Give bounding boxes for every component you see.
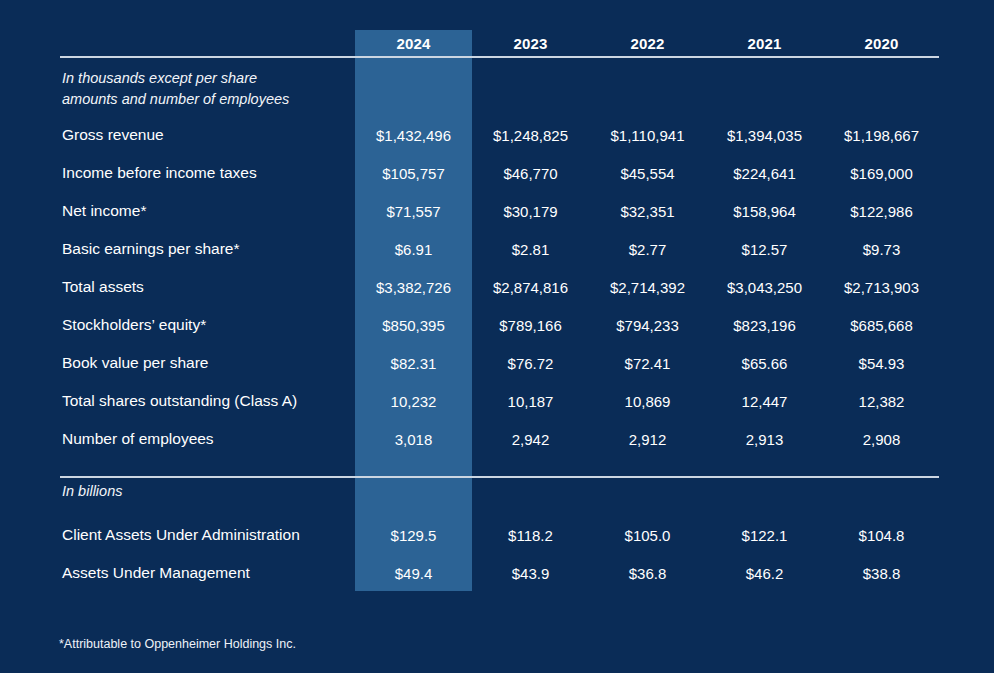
cell-value: $76.72: [472, 355, 589, 372]
cell-value: $1,110,941: [589, 127, 706, 144]
cell-value: $9.73: [823, 241, 940, 258]
units-note-line-2: amounts and number of employees: [62, 89, 289, 110]
row-label: Total shares outstanding (Class A): [62, 392, 355, 410]
table-row: Income before income taxes $105,757 $46,…: [0, 154, 994, 192]
thousands-section-rows: Gross revenue $1,432,496 $1,248,825 $1,1…: [0, 116, 994, 458]
cell-value: $1,198,667: [823, 127, 940, 144]
row-label: Net income*: [62, 202, 355, 220]
cell-value: $2.77: [589, 241, 706, 258]
cell-value: 10,869: [589, 393, 706, 410]
table-row: Book value per share $82.31 $76.72 $72.4…: [0, 344, 994, 382]
cell-value: $105,757: [355, 165, 472, 182]
cell-value: $2,714,392: [589, 279, 706, 296]
year-header-2021: 2021: [706, 35, 823, 52]
cell-value: $1,248,825: [472, 127, 589, 144]
cell-value: $158,964: [706, 203, 823, 220]
cell-value: $794,233: [589, 317, 706, 334]
cell-value: $65.66: [706, 355, 823, 372]
cell-value: $12.57: [706, 241, 823, 258]
attribution-footnote: *Attributable to Oppenheimer Holdings In…: [59, 637, 296, 651]
units-note-thousands: In thousands except per share amounts an…: [62, 68, 289, 110]
cell-value: $129.5: [355, 527, 472, 544]
table-row: Total assets $3,382,726 $2,874,816 $2,71…: [0, 268, 994, 306]
cell-value: $46.2: [706, 565, 823, 582]
row-label: Assets Under Management: [62, 564, 355, 582]
cell-value: $82.31: [355, 355, 472, 372]
cell-value: $46,770: [472, 165, 589, 182]
table-row: Basic earnings per share* $6.91 $2.81 $2…: [0, 230, 994, 268]
cell-value: $30,179: [472, 203, 589, 220]
table-row: Net income* $71,557 $30,179 $32,351 $158…: [0, 192, 994, 230]
cell-value: $122,986: [823, 203, 940, 220]
cell-value: $3,043,250: [706, 279, 823, 296]
cell-value: $2.81: [472, 241, 589, 258]
cell-value: $1,432,496: [355, 127, 472, 144]
units-note-line-1: In thousands except per share: [62, 68, 289, 89]
cell-value: $49.4: [355, 565, 472, 582]
row-label: Basic earnings per share*: [62, 240, 355, 258]
cell-value: $6.91: [355, 241, 472, 258]
cell-value: $122.1: [706, 527, 823, 544]
cell-value: $71,557: [355, 203, 472, 220]
cell-value: $685,668: [823, 317, 940, 334]
table-row: Number of employees 3,018 2,942 2,912 2,…: [0, 420, 994, 458]
table-row: Stockholders’ equity* $850,395 $789,166 …: [0, 306, 994, 344]
cell-value: 10,232: [355, 393, 472, 410]
row-label: Book value per share: [62, 354, 355, 372]
cell-value: $104.8: [823, 527, 940, 544]
table-row: Assets Under Management $49.4 $43.9 $36.…: [0, 554, 994, 592]
row-label: Gross revenue: [62, 126, 355, 144]
cell-value: $45,554: [589, 165, 706, 182]
table-row: Gross revenue $1,432,496 $1,248,825 $1,1…: [0, 116, 994, 154]
cell-value: $38.8: [823, 565, 940, 582]
cell-value: $54.93: [823, 355, 940, 372]
cell-value: $823,196: [706, 317, 823, 334]
cell-value: $36.8: [589, 565, 706, 582]
cell-value: 2,913: [706, 431, 823, 448]
cell-value: 12,447: [706, 393, 823, 410]
table-row: Client Assets Under Administration $129.…: [0, 516, 994, 554]
year-header-2022: 2022: [589, 35, 706, 52]
units-note-billions: In billions: [62, 483, 122, 499]
row-label: Number of employees: [62, 430, 355, 448]
cell-value: 2,908: [823, 431, 940, 448]
cell-value: $224,641: [706, 165, 823, 182]
cell-value: $850,395: [355, 317, 472, 334]
cell-value: $32,351: [589, 203, 706, 220]
cell-value: $43.9: [472, 565, 589, 582]
cell-value: $2,874,816: [472, 279, 589, 296]
financial-highlights-table: 2024 2023 2022 2021 2020 In thousands ex…: [0, 0, 994, 673]
year-header-2024: 2024: [355, 35, 472, 52]
section-divider-line: [60, 476, 939, 478]
row-label: Stockholders’ equity*: [62, 316, 355, 334]
row-label: Total assets: [62, 278, 355, 296]
cell-value: $118.2: [472, 527, 589, 544]
billions-section-rows: Client Assets Under Administration $129.…: [0, 516, 994, 592]
cell-value: 3,018: [355, 431, 472, 448]
header-divider-line: [60, 56, 939, 58]
cell-value: $789,166: [472, 317, 589, 334]
cell-value: $1,394,035: [706, 127, 823, 144]
year-header-2020: 2020: [823, 35, 940, 52]
row-label: Income before income taxes: [62, 164, 355, 182]
cell-value: $105.0: [589, 527, 706, 544]
cell-value: 2,912: [589, 431, 706, 448]
cell-value: $169,000: [823, 165, 940, 182]
row-label: Client Assets Under Administration: [62, 526, 355, 544]
cell-value: 12,382: [823, 393, 940, 410]
cell-value: $2,713,903: [823, 279, 940, 296]
year-header-2023: 2023: [472, 35, 589, 52]
cell-value: $3,382,726: [355, 279, 472, 296]
cell-value: 2,942: [472, 431, 589, 448]
year-header-row: 2024 2023 2022 2021 2020: [0, 30, 994, 56]
table-row: Total shares outstanding (Class A) 10,23…: [0, 382, 994, 420]
cell-value: 10,187: [472, 393, 589, 410]
cell-value: $72.41: [589, 355, 706, 372]
